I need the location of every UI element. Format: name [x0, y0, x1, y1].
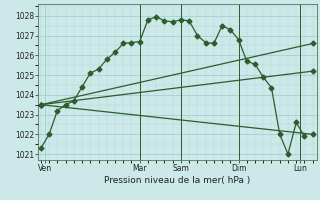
X-axis label: Pression niveau de la mer( hPa ): Pression niveau de la mer( hPa ) [104, 176, 251, 185]
